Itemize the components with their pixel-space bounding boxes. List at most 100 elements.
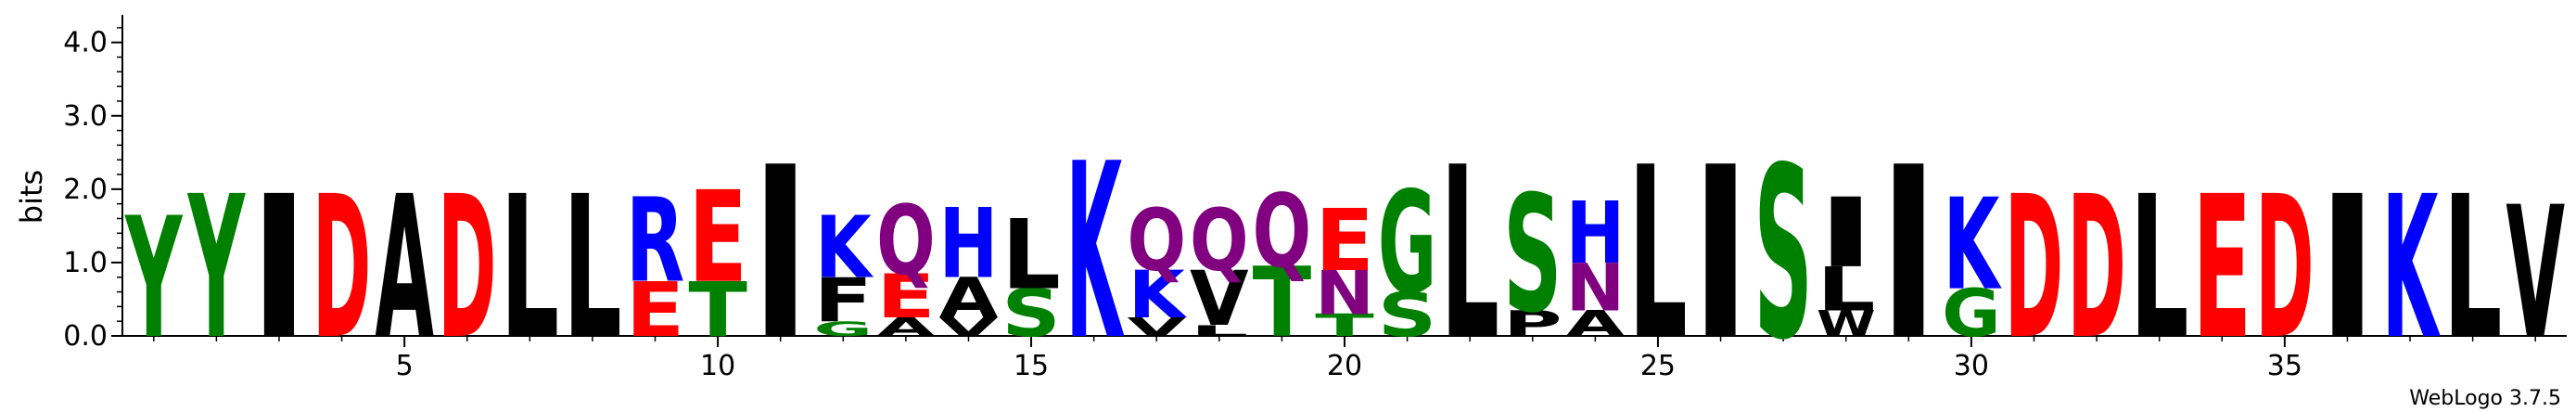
stack-position-5: A [375, 154, 434, 383]
residue-letter-L: L [2443, 154, 2503, 382]
stack-position-34: E [2192, 153, 2251, 382]
stack-position-2: Y [187, 153, 247, 382]
stack-position-21: SG [1378, 162, 1437, 351]
stack-position-13: AEQ [876, 186, 936, 342]
residue-letter-L: L [1817, 254, 1876, 325]
stack-position-35: D [2255, 153, 2315, 382]
residue-letter-I: I [1880, 118, 1939, 393]
residue-letter-Y: Y [187, 153, 247, 382]
stack-position-25: L [1628, 116, 1688, 393]
residue-letter-V: V [939, 313, 999, 341]
residue-letter-E: E [2192, 153, 2251, 382]
residue-letter-Q: Q [1127, 190, 1186, 290]
residue-letter-D: D [438, 153, 497, 382]
stack-position-6: D [438, 153, 497, 382]
y-tick-label: 0.0 [63, 320, 108, 353]
residue-letter-D: D [2005, 153, 2064, 382]
residue-letter-D: D [2067, 153, 2126, 382]
stack-position-36: I [2318, 155, 2378, 382]
stack-position-23: PS [1503, 161, 1562, 349]
residue-letter-K: K [1129, 257, 1188, 333]
residue-letter-I: I [1817, 178, 1876, 290]
residue-letter-I: I [2318, 155, 2378, 382]
stack-position-32: D [2067, 153, 2126, 382]
residue-letter-H: H [1566, 184, 1626, 283]
residue-letter-L: L [1440, 116, 1499, 393]
residue-letter-E: E [1315, 190, 1374, 290]
y-tick-label: 4.0 [63, 27, 108, 59]
stack-position-31: D [2005, 153, 2064, 382]
x-tick-label: 30 [1954, 350, 1989, 382]
residue-letter-Q: Q [1190, 190, 1249, 290]
residue-letter-G: G [814, 317, 874, 341]
residue-letter-E: E [688, 165, 747, 311]
residue-letter-L: L [501, 154, 560, 382]
residue-letter-T: T [1315, 308, 1374, 343]
stack-position-10: TE [688, 165, 747, 354]
residue-letter-D: D [2255, 153, 2315, 382]
residue-letter-I: I [751, 118, 810, 393]
residue-letter-L: L [2130, 154, 2189, 382]
stack-position-16: K [1065, 113, 1124, 393]
residue-letter-S: S [1378, 280, 1437, 351]
residue-letter-S: S [1753, 116, 1813, 392]
stack-position-1: Y [124, 183, 184, 376]
stack-position-30: GK [1942, 173, 2002, 352]
residue-letter-S: S [1001, 276, 1061, 352]
residue-letter-H: H [939, 189, 999, 301]
residue-letter-D: D [312, 153, 372, 382]
y-tick-label: 3.0 [63, 100, 108, 133]
residue-letter-V: V [1127, 313, 1186, 341]
residue-letter-R: R [626, 174, 685, 308]
residue-letter-N: N [1566, 251, 1626, 327]
residue-letter-K: K [2382, 154, 2441, 383]
stack-position-26: I [1691, 118, 1751, 393]
residue-letter-G: G [1378, 162, 1437, 326]
stack-position-33: L [2130, 154, 2189, 382]
residue-letter-N: N [1315, 258, 1374, 328]
residue-letter-I: I [249, 155, 309, 382]
residue-letter-K: K [815, 200, 874, 299]
stack-position-29: I [1880, 118, 1939, 393]
residue-letter-A: A [1566, 304, 1626, 345]
residue-letter-F: F [813, 264, 873, 335]
residue-letter-L: L [1628, 116, 1688, 393]
y-tick-label: 2.0 [63, 174, 108, 206]
residue-letter-K: K [1943, 173, 2002, 319]
stack-position-27: S [1753, 116, 1813, 392]
x-axis: 5 10 15 20 25 30 35 [122, 335, 2567, 382]
stack-position-12: GFK [813, 200, 874, 341]
residue-letter-A: A [876, 313, 936, 341]
stack-position-22: L [1440, 116, 1499, 393]
stack-position-19: TQ [1253, 174, 1312, 359]
stack-position-28: WLI [1817, 178, 1876, 344]
y-tick-label: 1.0 [63, 247, 108, 279]
residue-letter-E: E [876, 261, 936, 331]
residue-letter-P: P [1503, 303, 1562, 344]
y-axis-label: bits [14, 170, 49, 224]
residue-letter-L: L [563, 154, 622, 382]
stack-position-39: V [2506, 169, 2565, 380]
x-tick-label: 10 [700, 350, 735, 382]
residue-letter-W: W [1817, 303, 1876, 344]
stack-position-9: ER [626, 174, 685, 354]
x-tick-label: 35 [2267, 350, 2302, 382]
residue-letter-Y: Y [124, 183, 184, 376]
residue-letter-A: A [939, 266, 999, 331]
x-tick-label: 20 [1327, 350, 1362, 382]
residue-letter-T: T [688, 266, 747, 354]
stack-position-7: L [501, 154, 560, 382]
stack-position-38: L [2443, 154, 2503, 382]
stack-position-18: LVQ [1190, 190, 1249, 343]
residue-letter-E: E [626, 266, 685, 354]
stack-position-24: ANH [1566, 184, 1626, 345]
x-tick-label: 5 [396, 350, 414, 382]
stack-position-37: K [2382, 154, 2441, 383]
weblogo-version-footer: WebLogo 3.7.5 [2409, 387, 2561, 410]
residue-letter-L: L [1001, 200, 1061, 311]
stack-position-3: I [249, 155, 309, 382]
stack-position-15: SL [1001, 200, 1061, 352]
residue-letter-Q: Q [1253, 174, 1312, 290]
